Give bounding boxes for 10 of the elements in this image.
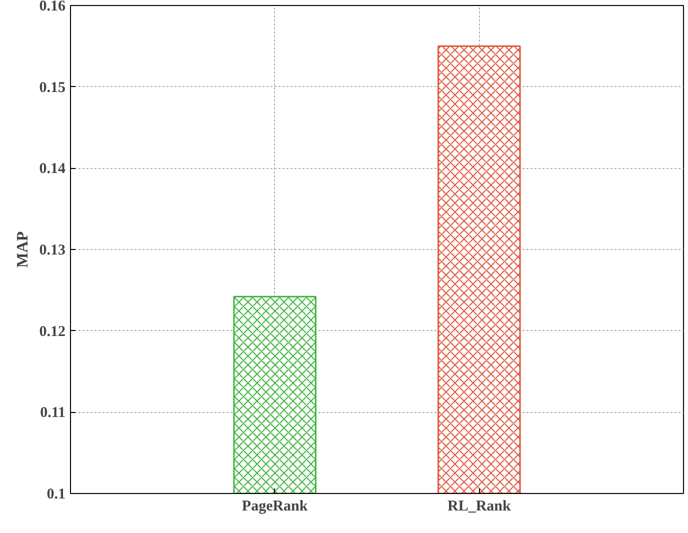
y-tick-label: 0.15 [39, 80, 66, 96]
y-tick-label: 0.1 [46, 486, 66, 502]
x-tick-label: PageRank [242, 498, 308, 514]
y-axis-title: MAP [14, 231, 32, 268]
y-tick-label: 0.11 [40, 405, 66, 422]
y-tick-label: 0.13 [39, 242, 66, 258]
y-tick-label: 0.12 [39, 324, 66, 340]
y-tick-label: 0.14 [39, 161, 66, 178]
y-tick-label: 0.16 [39, 0, 66, 14]
x-tick-label: RL_Rank [447, 498, 512, 514]
